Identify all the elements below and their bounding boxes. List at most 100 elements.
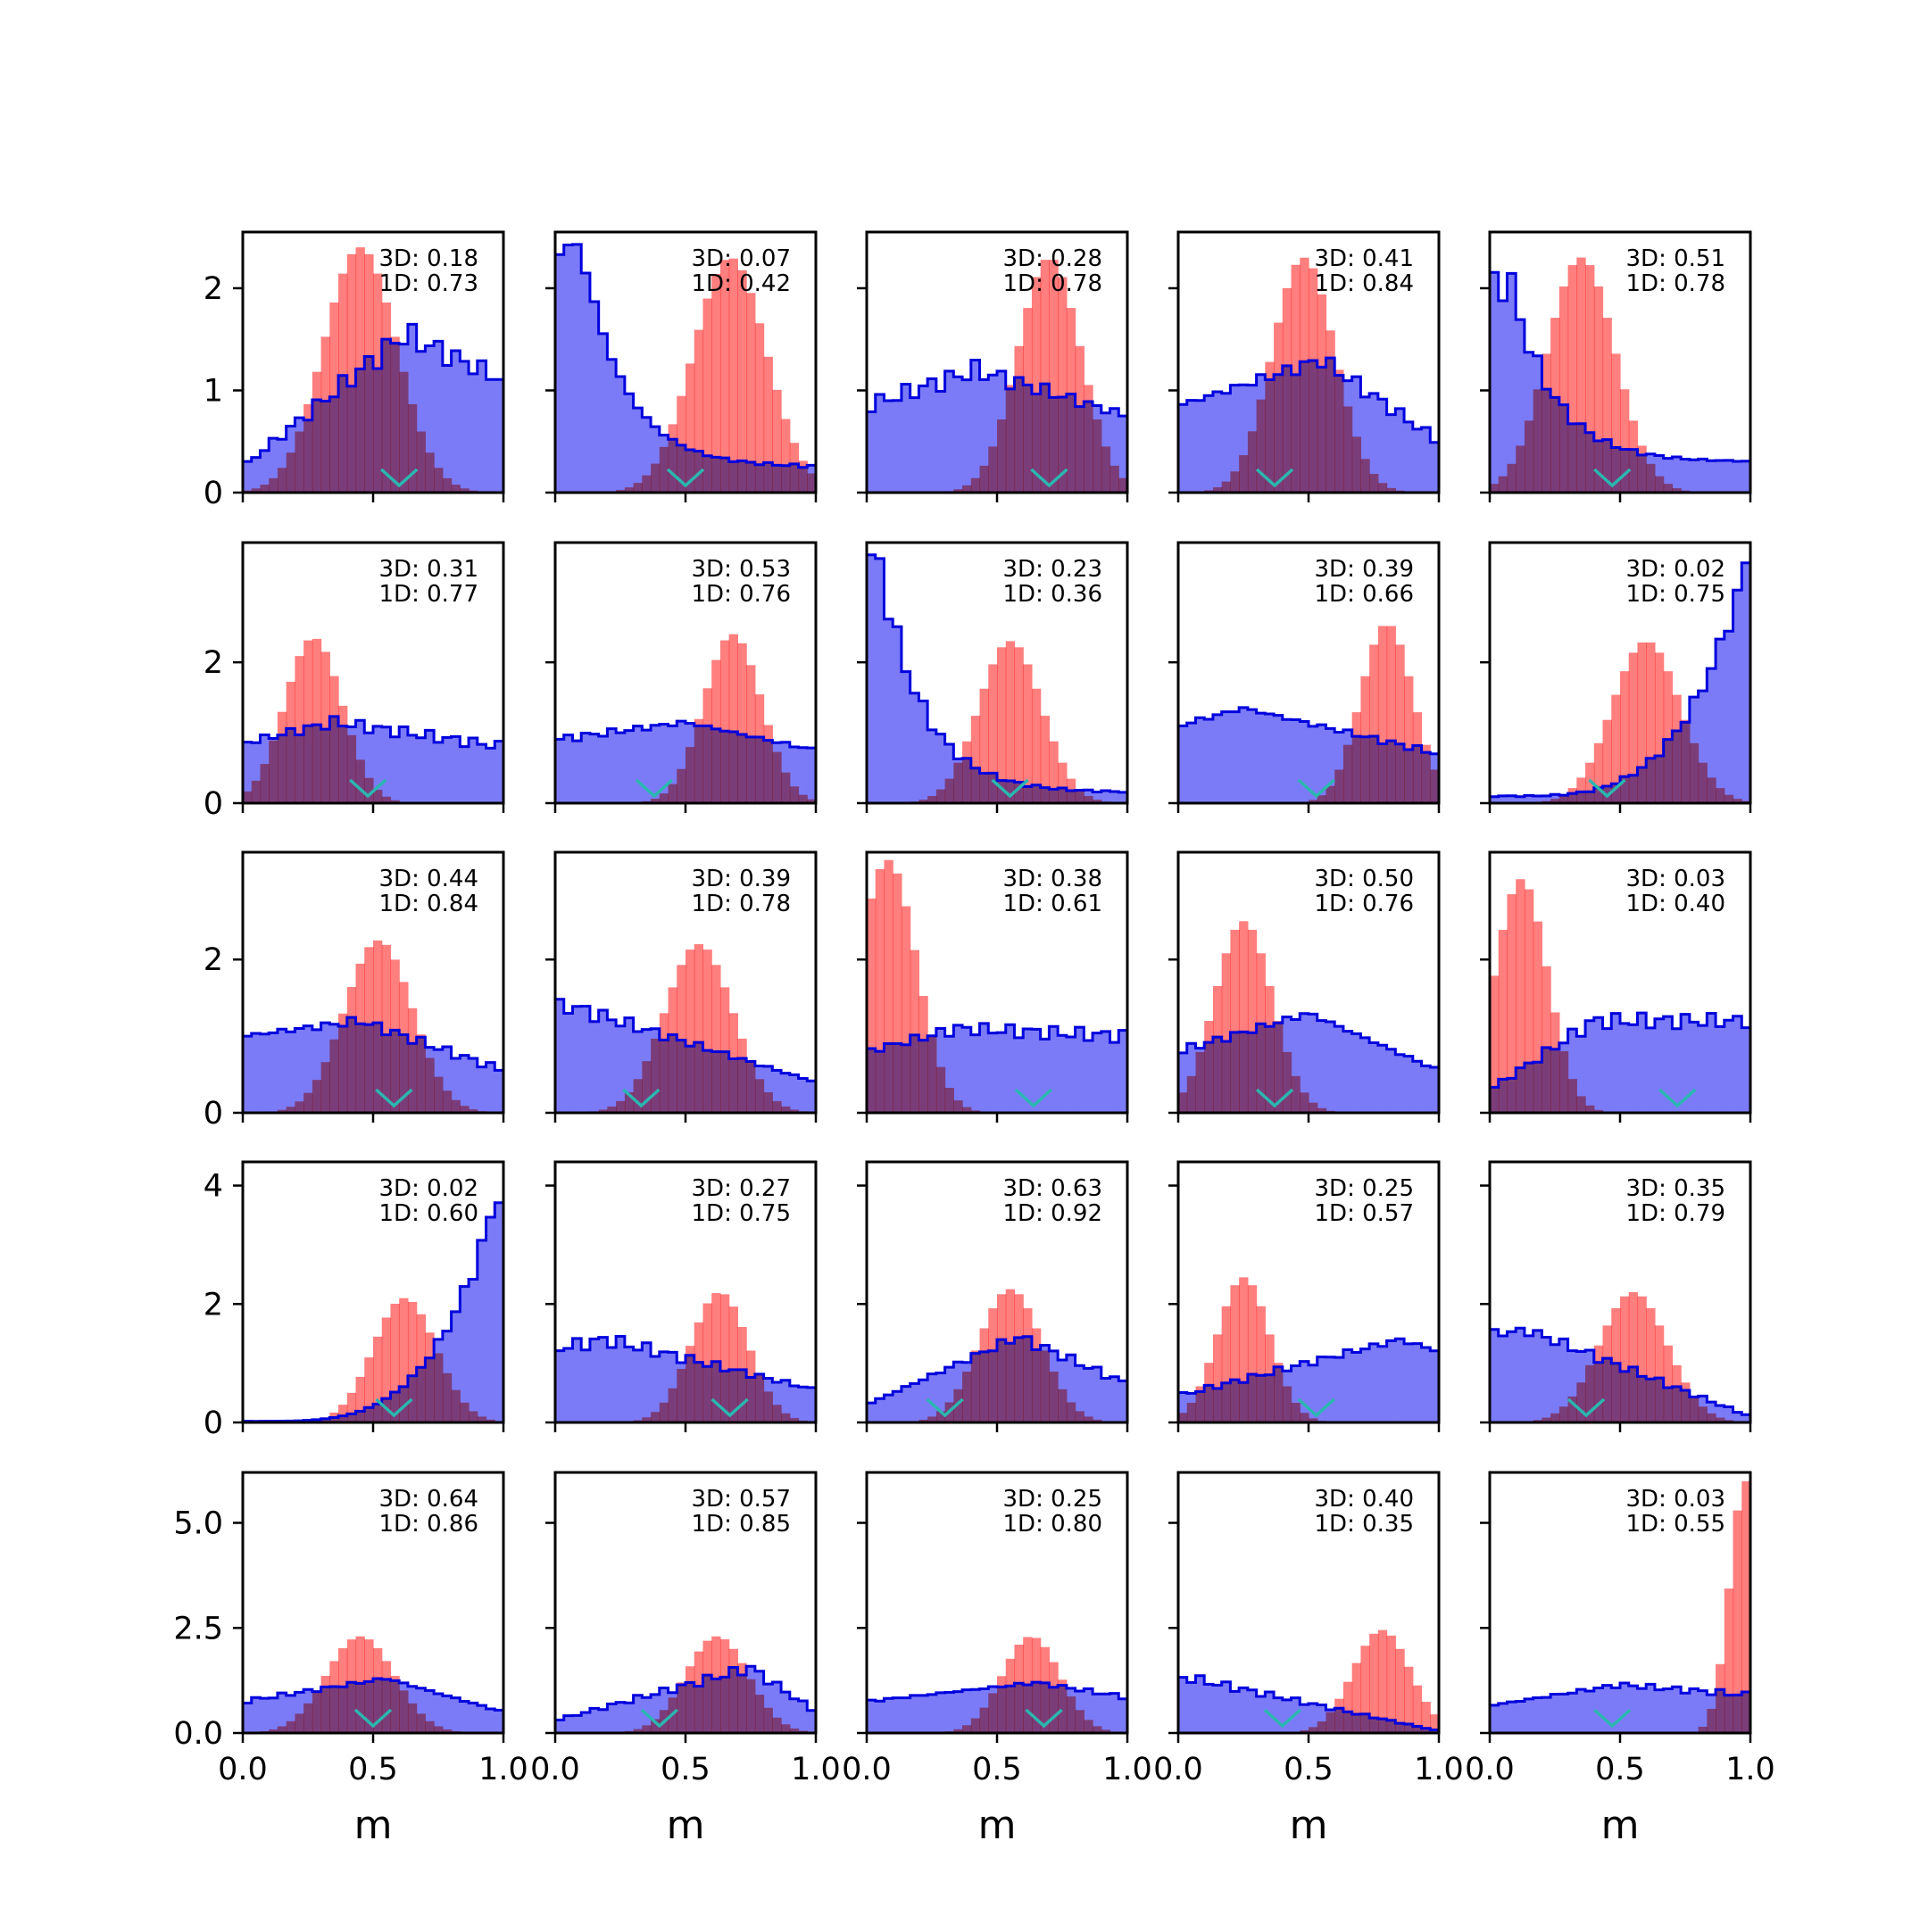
red-bar	[746, 665, 755, 803]
blue-bar	[1568, 1693, 1577, 1733]
blue-bar	[1716, 460, 1724, 493]
red-bar	[364, 947, 373, 1113]
red-bar	[634, 1079, 643, 1113]
red-bar	[1023, 308, 1032, 493]
blue-bar	[572, 1007, 581, 1113]
blue-bar	[1559, 1694, 1568, 1733]
red-bar	[417, 432, 426, 493]
blue-bar	[1681, 1693, 1690, 1733]
blue-bar	[1629, 1686, 1638, 1733]
red-bar	[1576, 1096, 1585, 1113]
red-bar	[711, 965, 720, 1113]
x-tick-label: 1.0	[1102, 1752, 1152, 1787]
blue-bar	[790, 1386, 799, 1422]
y-tick-label: 0	[204, 1096, 223, 1132]
blue-bar	[243, 461, 252, 493]
blue-bar	[1525, 1699, 1533, 1733]
red-bar	[1178, 1092, 1187, 1113]
red-bar	[910, 950, 919, 1113]
blue-bar	[1213, 392, 1222, 493]
red-bar	[312, 372, 321, 493]
blue-bar	[910, 398, 919, 493]
blue-bar	[1490, 1705, 1499, 1733]
blue-bar	[590, 1708, 599, 1733]
blue-bar	[1655, 1019, 1664, 1113]
annotation-3d: 3D: 0.40	[1315, 1486, 1414, 1513]
red-bar	[452, 1100, 461, 1113]
red-bar	[1576, 1382, 1585, 1422]
red-bar	[295, 1713, 303, 1733]
blue-bar	[269, 1698, 278, 1733]
red-bar	[1664, 1346, 1673, 1422]
y-tick-label: 1	[204, 373, 223, 409]
red-bar	[1629, 1292, 1638, 1422]
blue-bar	[997, 1032, 1006, 1113]
blue-bar	[599, 736, 608, 803]
blue-bar	[1084, 1041, 1093, 1113]
blue-bar	[1672, 457, 1681, 493]
red-bar	[425, 452, 434, 493]
red-bar	[1707, 1414, 1716, 1422]
red-bar	[1585, 265, 1594, 493]
red-bar	[321, 1676, 330, 1733]
red-bar	[694, 944, 703, 1113]
red-bar	[356, 964, 365, 1113]
red-bar	[382, 945, 391, 1113]
blue-bar	[1499, 1336, 1508, 1422]
red-bar	[408, 404, 417, 493]
red-bar	[425, 1721, 434, 1733]
red-bar	[980, 689, 989, 803]
blue-bar	[486, 379, 495, 493]
red-bar	[936, 1067, 945, 1113]
red-bar	[1387, 1636, 1396, 1733]
blue-bar	[1187, 401, 1196, 493]
blue-bar	[1413, 1061, 1422, 1113]
blue-bar	[876, 1701, 885, 1733]
x-tick-label: 0.0	[530, 1752, 580, 1787]
red-bar	[1343, 406, 1352, 493]
blue-bar	[287, 1032, 295, 1113]
blue-bar	[478, 1240, 486, 1422]
red-bar	[1490, 975, 1499, 1113]
blue-bar	[1387, 1049, 1396, 1113]
blue-bar	[443, 1696, 452, 1733]
red-bar	[1699, 763, 1708, 803]
x-tick-label: 1.0	[1725, 1752, 1775, 1787]
blue-bar	[625, 731, 634, 803]
blue-bar	[295, 1028, 303, 1113]
blue-bar	[1603, 1029, 1612, 1113]
red-bar	[669, 784, 677, 803]
red-bar	[321, 1062, 330, 1113]
blue-bar	[1093, 1033, 1101, 1113]
blue-bar	[1724, 1020, 1733, 1113]
blue-bar	[936, 1693, 945, 1733]
blue-bar	[799, 1387, 808, 1422]
blue-bar	[1378, 1045, 1387, 1113]
annotation-3d: 3D: 0.03	[1626, 866, 1725, 892]
red-bar	[1724, 1588, 1733, 1733]
red-bar	[1283, 288, 1292, 493]
blue-bar	[252, 1033, 261, 1113]
blue-bar	[1187, 1682, 1196, 1733]
blue-bar	[616, 1703, 625, 1733]
red-bar	[660, 1013, 669, 1113]
red-bar	[1646, 1308, 1655, 1422]
blue-bar	[1499, 1704, 1508, 1733]
red-bar	[1690, 1397, 1699, 1422]
blue-bar	[884, 1698, 893, 1733]
red-bar	[702, 688, 711, 803]
red-bar	[1187, 1076, 1196, 1113]
red-bar	[729, 634, 738, 803]
red-bar	[295, 432, 303, 493]
blue-bar	[382, 727, 391, 803]
annotation-3d: 3D: 0.31	[379, 556, 478, 583]
red-bar	[347, 1639, 356, 1733]
red-bar	[1542, 353, 1550, 493]
blue-bar	[1178, 404, 1187, 493]
red-bar	[1404, 676, 1413, 803]
red-bar	[1274, 323, 1283, 493]
blue-bar	[1334, 1026, 1343, 1113]
annotation-3d: 3D: 0.27	[692, 1175, 791, 1202]
red-bar	[1067, 1402, 1076, 1422]
red-bar	[269, 741, 278, 803]
